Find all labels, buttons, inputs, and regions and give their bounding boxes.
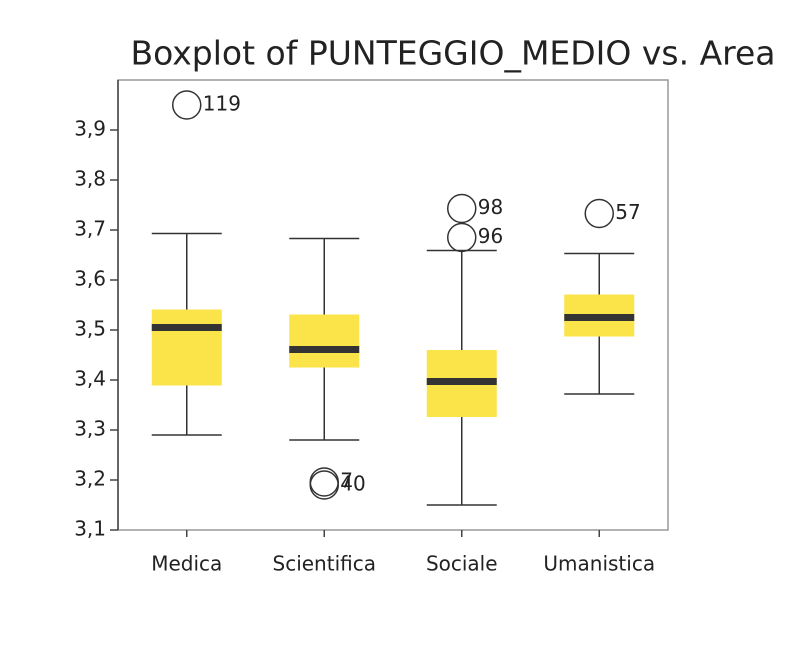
outlier-label: 98 <box>478 195 503 219</box>
y-tick-label: 3,3 <box>74 417 106 441</box>
outlier <box>447 193 477 224</box>
chart-title: Boxplot of PUNTEGGIO_MEDIO vs. Area <box>130 34 775 73</box>
box <box>151 309 222 386</box>
outlier <box>172 90 202 120</box>
y-tick-label: 3,1 <box>74 517 106 541</box>
outlier <box>584 198 614 229</box>
y-tick-label: 3,4 <box>74 367 106 391</box>
x-tick-label: Sociale <box>426 552 498 576</box>
y-tick-label: 3,7 <box>74 217 106 241</box>
x-tick-label: Medica <box>151 552 222 576</box>
x-tick-label: Umanistica <box>543 552 655 576</box>
outlier-label: 7 <box>340 469 353 493</box>
outlier-label: 119 <box>203 92 241 116</box>
outlier-label: 96 <box>478 224 503 248</box>
outlier <box>309 467 339 497</box>
y-tick-label: 3,2 <box>74 467 106 491</box>
outlier-label: 57 <box>615 200 640 224</box>
x-tick-label: Scientifica <box>273 552 376 576</box>
outlier <box>447 222 477 253</box>
outlier <box>309 470 339 500</box>
y-tick-label: 3,5 <box>74 317 106 341</box>
outlier-label: 40 <box>340 472 365 496</box>
y-tick-label: 3,6 <box>74 267 106 291</box>
box <box>289 314 360 368</box>
y-tick-label: 3,8 <box>74 167 106 191</box>
y-tick-label: 3,9 <box>74 117 106 141</box>
